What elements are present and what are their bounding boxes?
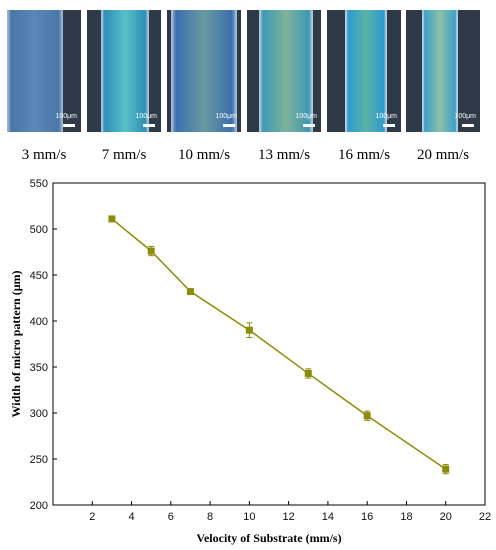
micrograph-image: [7, 10, 81, 132]
data-point: [304, 369, 312, 377]
scale-bar-label: 100μm: [454, 113, 476, 120]
line-chart: 2 4 6 8 10 12 14 16 18 20 22 200 250 300 350 400 450 500…: [9, 178, 491, 545]
micrograph-panel: 100μm: [7, 10, 81, 132]
scale-bar-icon: [223, 124, 235, 127]
micrograph-image: [167, 10, 241, 132]
y-axis-ticks: 200 250 300 350 400 450 500 550: [30, 178, 57, 512]
scale-bar-label: 100μm: [135, 113, 157, 120]
y-tick-label: 200: [30, 500, 48, 512]
y-tick-label: 300: [30, 408, 48, 420]
x-tick-label: 16: [361, 511, 373, 523]
micrograph-image: [406, 10, 480, 132]
y-tick-label: 250: [30, 454, 48, 466]
micrograph-velocity-label: 7 mm/s: [101, 147, 147, 163]
y-tick-label: 400: [30, 316, 48, 328]
x-tick-label: 18: [400, 511, 412, 523]
data-point: [363, 412, 371, 420]
data-point: [245, 326, 253, 334]
y-tick-label: 550: [30, 178, 48, 190]
x-tick-label: 10: [243, 511, 255, 523]
scale-bar-label: 100μm: [295, 113, 317, 120]
scale-bar-icon: [383, 124, 395, 127]
x-tick-label: 2: [89, 511, 95, 523]
micrograph-panel: 100μm: [406, 10, 480, 132]
micrograph-image: [247, 10, 321, 132]
series-layer: [108, 215, 450, 475]
y-axis-title: Width of micro pattern (μm): [9, 270, 23, 417]
y-tick-label: 350: [30, 362, 48, 374]
micrograph-velocity-label: 10 mm/s: [177, 147, 231, 163]
micrograph-strip: 100μm 3 mm/s 100μm 7 mm/s 100μm 10 mm/s 100μm 1…: [0, 0, 496, 172]
micrograph-velocity-label: 16 mm/s: [337, 147, 391, 163]
micrograph-velocity-label: 3 mm/s: [21, 147, 67, 163]
scale-bar-label: 100μm: [55, 113, 77, 120]
data-point: [442, 465, 450, 473]
micrograph-panel: 100μm: [327, 10, 401, 132]
scale-bar-label: 100μm: [215, 113, 237, 120]
plot-frame: [52, 182, 486, 506]
x-tick-label: 22: [479, 511, 491, 523]
y-tick-label: 450: [30, 270, 48, 282]
scale-bar-icon: [303, 124, 315, 127]
x-tick-label: 20: [440, 511, 452, 523]
scale-bar-icon: [143, 124, 155, 127]
x-axis-title: Velocity of Substrate (mm/s): [196, 531, 341, 545]
micrograph-image: [87, 10, 161, 132]
scale-bar-icon: [63, 124, 75, 127]
micrograph-panel: 100μm: [167, 10, 241, 132]
data-point: [186, 288, 194, 296]
data-point: [147, 247, 155, 255]
micrograph-velocity-label: 13 mm/s: [257, 147, 311, 163]
x-tick-label: 6: [168, 511, 174, 523]
micrograph-velocity-label: 20 mm/s: [416, 147, 470, 163]
x-tick-label: 8: [207, 511, 213, 523]
micrograph-panel: 100μm: [87, 10, 161, 132]
plot-area: 2 4 6 8 10 12 14 16 18 20 22 200 250 300 350 400 450 500…: [30, 178, 491, 523]
scale-bar-label: 100μm: [375, 113, 397, 120]
data-point: [108, 215, 116, 223]
x-axis-ticks: 2 4 6 8 10 12 14 16 18 20 22: [89, 501, 491, 523]
micrograph-panel: 100μm: [247, 10, 321, 132]
micrograph-image: [327, 10, 401, 132]
series-line: [111, 218, 447, 470]
x-tick-label: 12: [283, 511, 295, 523]
y-tick-label: 500: [30, 224, 48, 236]
x-tick-label: 4: [128, 511, 134, 523]
x-tick-label: 14: [322, 511, 334, 523]
scale-bar-icon: [462, 124, 474, 127]
